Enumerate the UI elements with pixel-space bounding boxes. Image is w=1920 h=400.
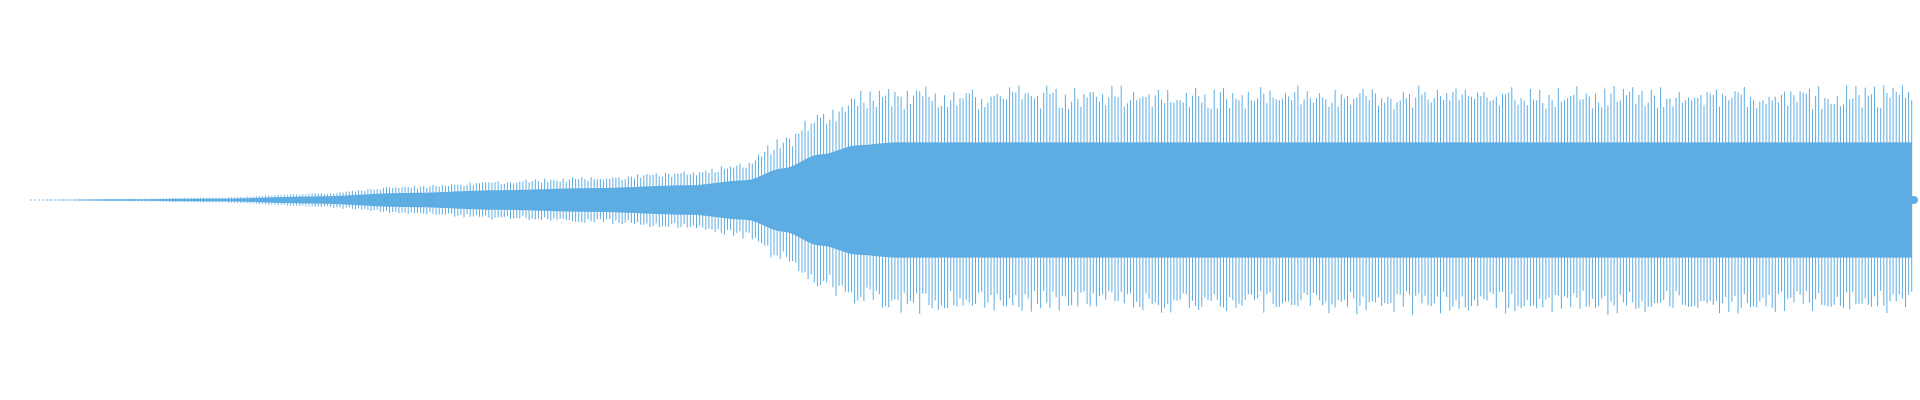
waveform-end-marker[interactable]	[1910, 196, 1918, 204]
waveform-core-band	[30, 142, 1912, 258]
waveform-strokes	[30, 85, 1913, 315]
